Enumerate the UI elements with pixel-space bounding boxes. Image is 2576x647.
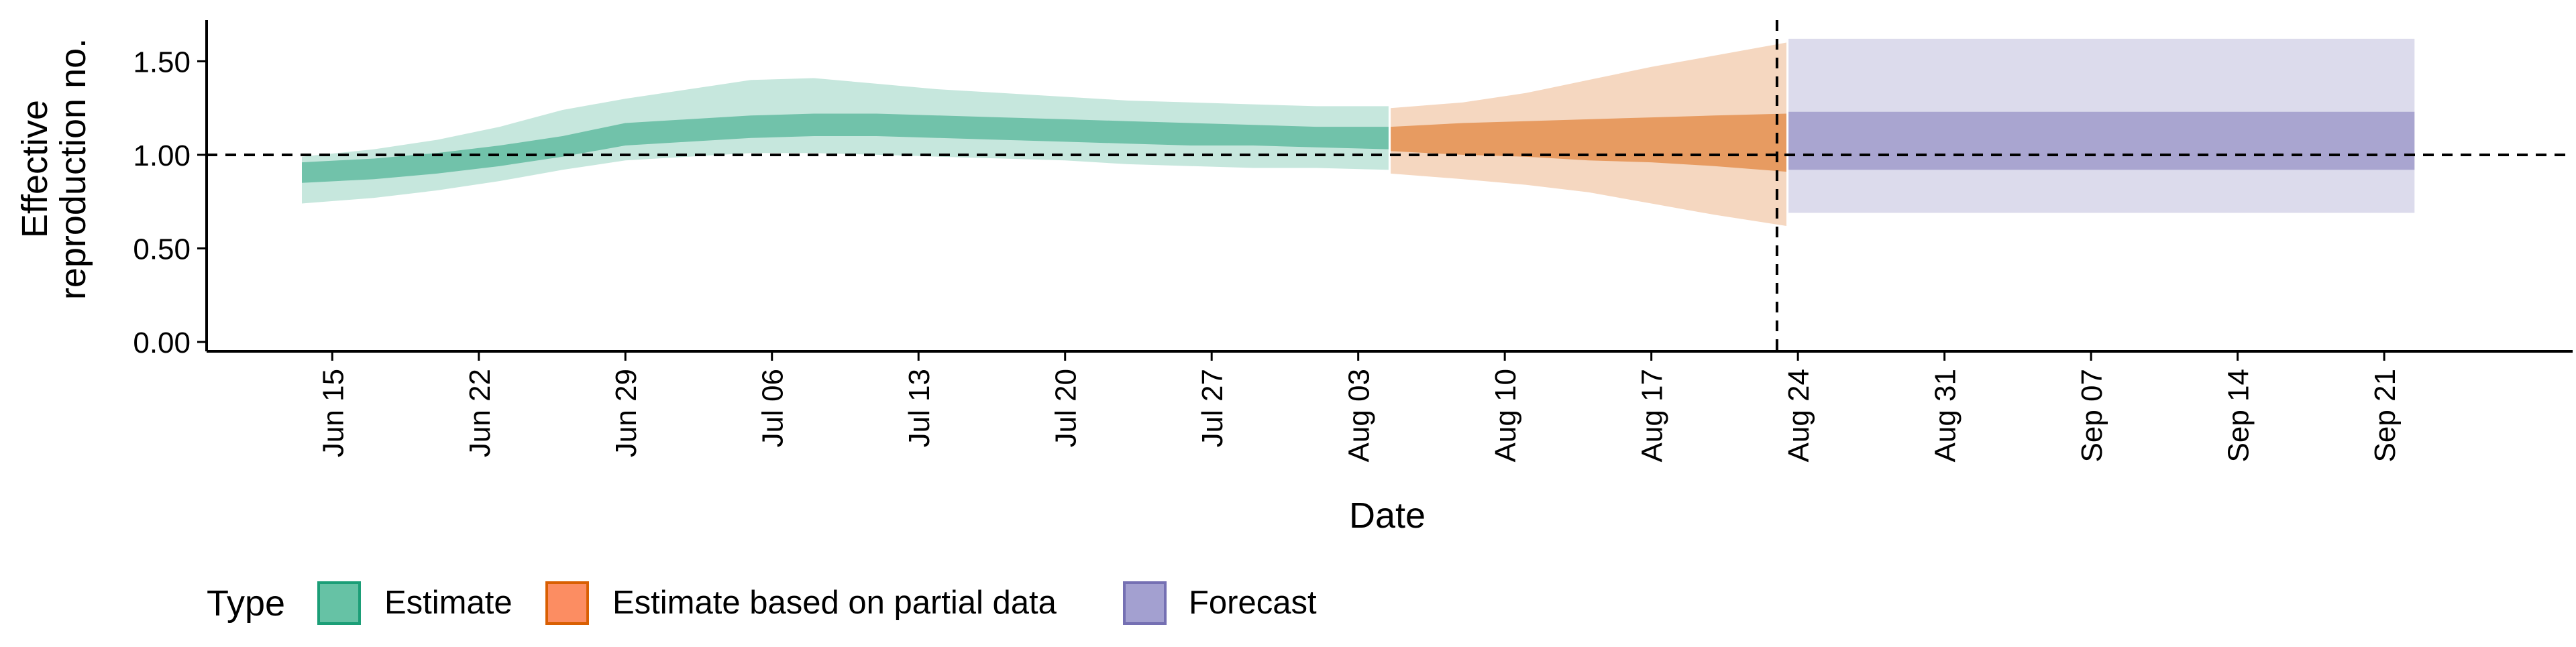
legend-key-estimate [317,581,361,625]
axes: 0.00 0.50 1.00 1.50 Jun 15 Jun 22 Jun 29 Jul 06… [133,20,2573,462]
legend-key-forecast [1123,581,1167,625]
legend-label-estimate: Estimate [384,585,513,621]
x-tick-label: Jun 15 [317,369,350,457]
x-tick-label: Aug 17 [1636,369,1669,462]
legend-title: Type [207,583,285,624]
legend-key-partial [545,581,589,625]
legend-label-partial: Estimate based on partial data [612,585,1057,621]
x-tick-label: Aug 10 [1489,369,1522,462]
x-tick-label: Jul 13 [903,369,936,447]
x-tick-label: Jun 29 [610,369,643,457]
x-tick-label: Sep 07 [2076,369,2108,462]
y-axis-title-line-1: Effective [15,100,55,238]
x-tick-label: Jun 22 [464,369,496,457]
x-tick-label: Jul 20 [1050,369,1083,447]
y-axis-title-line-2: reproduction no. [53,38,93,300]
band-90-estimate [302,78,1389,204]
legend-label-forecast: Forecast [1189,585,1317,621]
x-tick-label: Sep 21 [2369,369,2402,462]
x-tick-label: Aug 31 [1929,369,1962,462]
x-tick-label: Aug 24 [1782,369,1815,462]
x-tick-label: Sep 14 [2222,369,2255,462]
band-50-estimate-based-on-partial-data [1391,113,1786,172]
x-tick-label: Jul 27 [1196,369,1229,447]
legend: Type Estimate Estimate based on partial … [207,581,1317,625]
band-layer [302,38,2415,226]
x-tick-label: Aug 03 [1343,369,1376,462]
band-50-forecast [1788,111,2415,170]
x-axis-title: Date [1349,495,1426,536]
y-tick-label: 0.50 [133,233,191,266]
x-tick-label: Jul 06 [757,369,790,447]
y-tick-label: 1.00 [133,139,191,172]
band-50-estimate [302,113,1389,183]
y-tick-label: 1.50 [133,46,191,78]
y-tick-label: 0.00 [133,327,191,359]
axis-labels: Date Effective reproduction no. [15,38,1426,536]
